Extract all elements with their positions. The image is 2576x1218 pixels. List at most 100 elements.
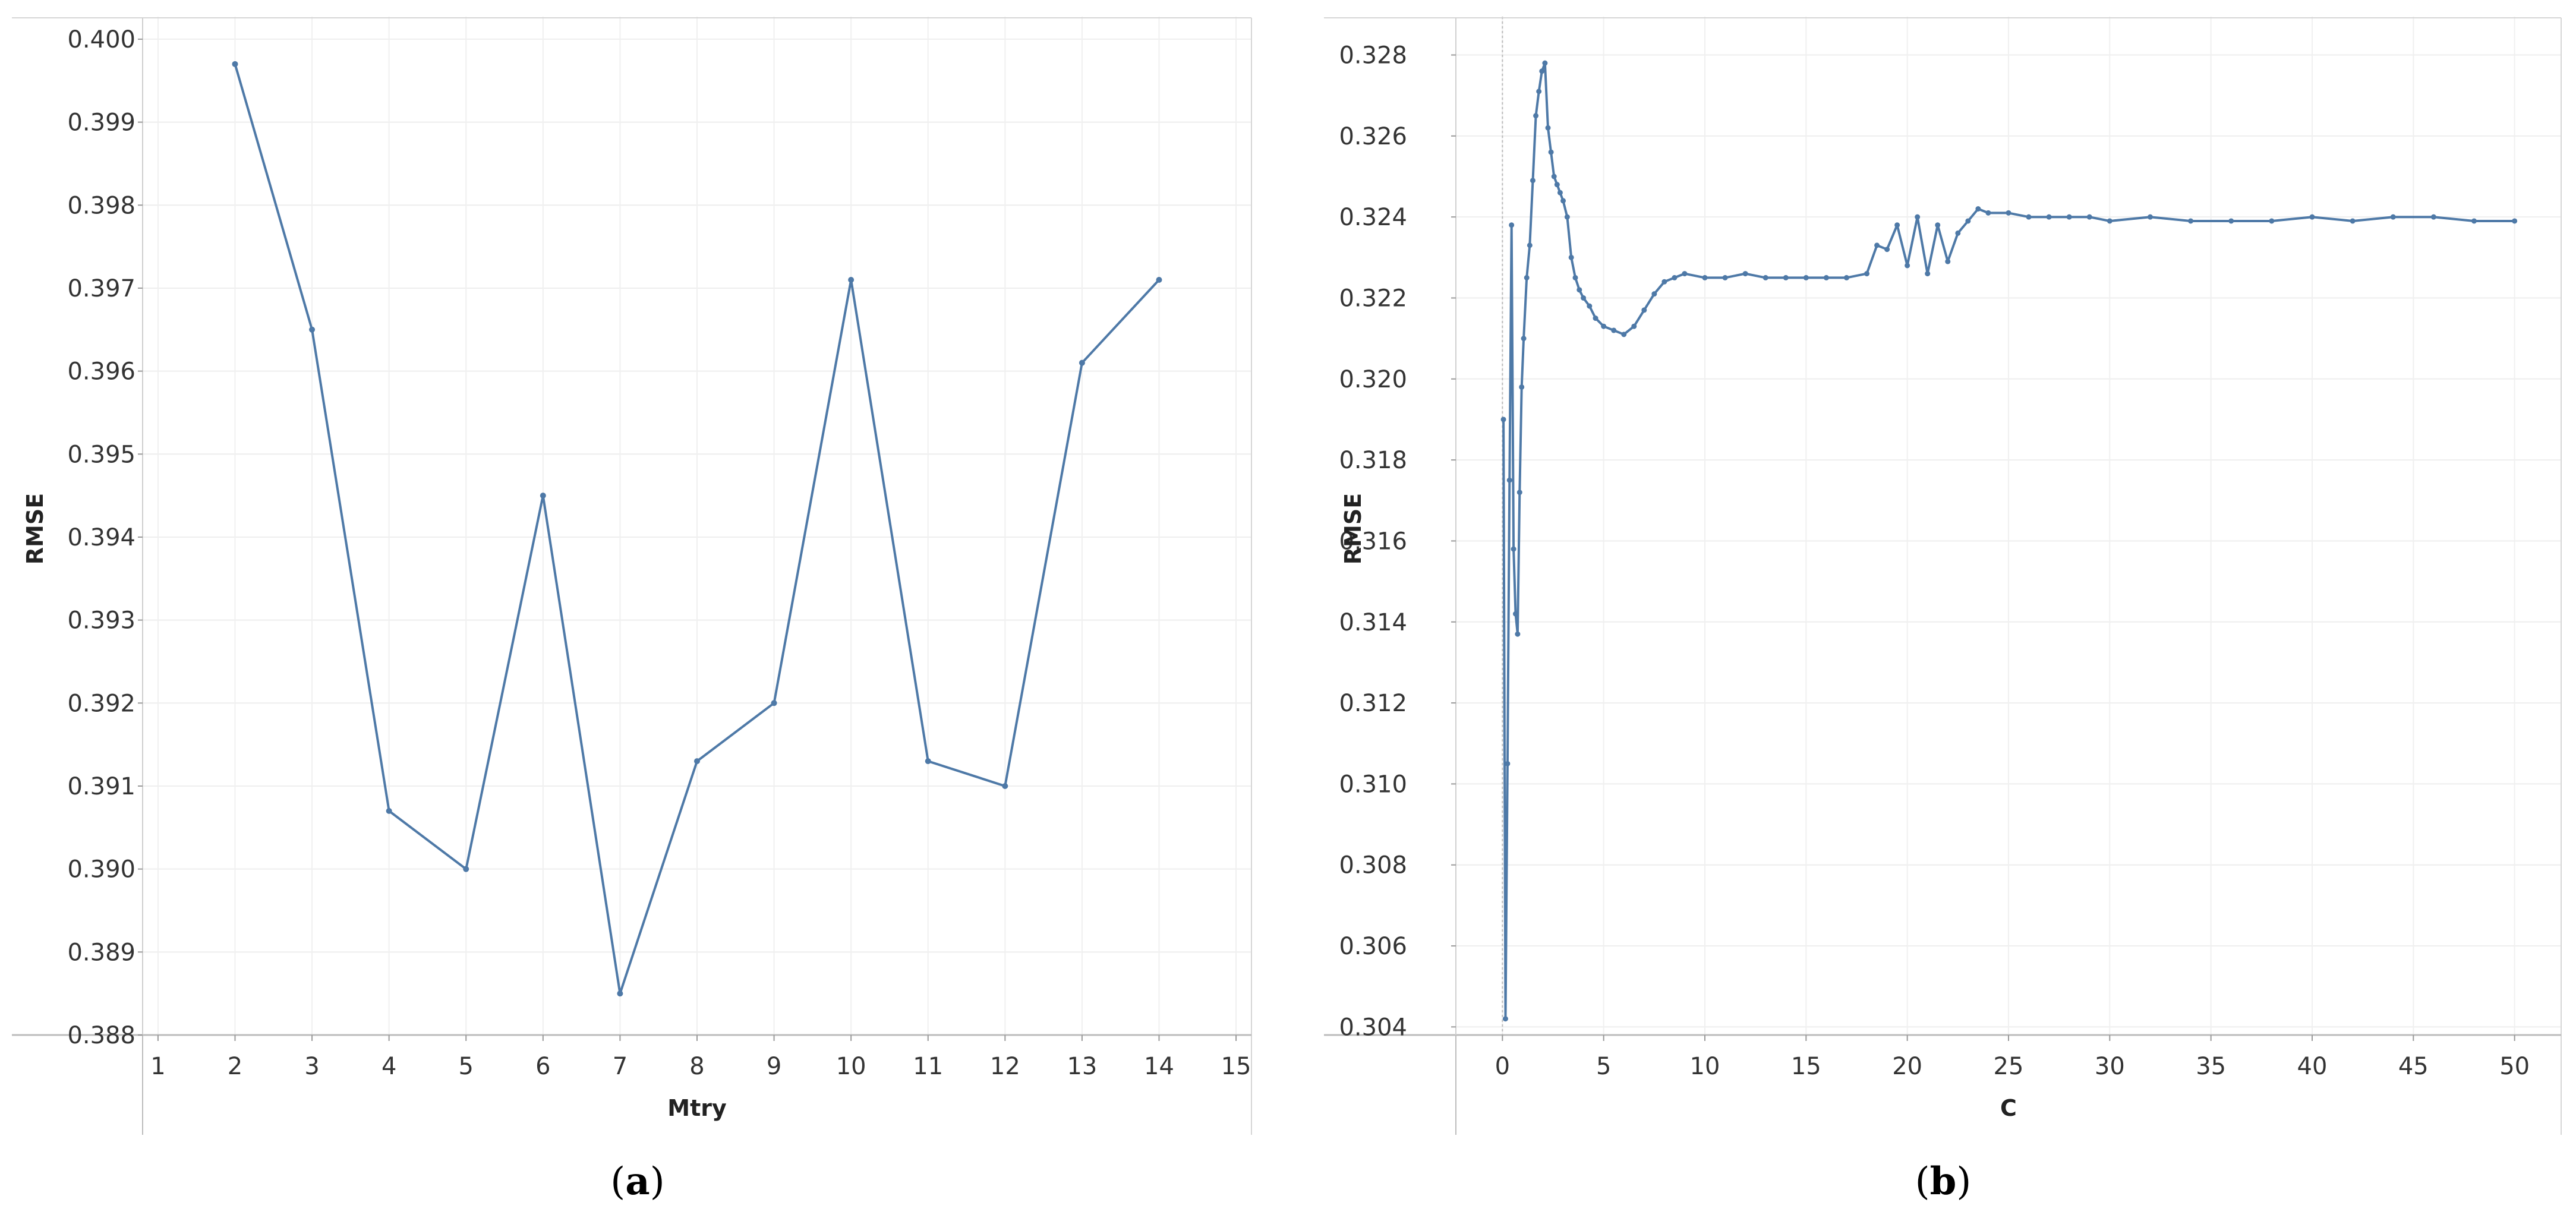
data-point <box>2471 218 2477 224</box>
data-point <box>2066 214 2072 220</box>
data-point <box>1905 263 1910 269</box>
data-point <box>848 276 855 283</box>
data-point <box>309 326 316 333</box>
data-point <box>1611 327 1617 333</box>
y-tick-label: 0.308 <box>1339 852 1407 879</box>
data-point <box>1682 271 1688 277</box>
subfigure-caption: (a) <box>610 1159 664 1204</box>
data-point <box>2107 218 2112 224</box>
data-point <box>386 807 392 814</box>
y-tick-label: 0.392 <box>67 690 135 717</box>
x-tick-label: 11 <box>913 1053 943 1080</box>
x-tick-label: 3 <box>304 1053 319 1080</box>
data-point <box>1539 68 1545 74</box>
data-point <box>1843 274 1849 280</box>
y-tick-label: 0.306 <box>1339 933 1407 960</box>
data-point <box>1722 274 1728 280</box>
data-point <box>463 866 469 872</box>
x-axis-label: C <box>2000 1095 2017 1121</box>
x-tick-label: 7 <box>613 1053 628 1080</box>
data-point <box>1568 254 1574 260</box>
data-point <box>1935 222 1941 228</box>
x-tick-label: 45 <box>2398 1053 2429 1080</box>
data-point <box>2350 218 2356 224</box>
y-tick-label: 0.391 <box>67 773 135 800</box>
x-tick-label: 12 <box>990 1053 1020 1080</box>
data-point <box>1762 274 1768 280</box>
data-point <box>1524 274 1530 280</box>
x-tick-label: 5 <box>1596 1053 1611 1080</box>
data-point <box>1506 477 1512 483</box>
x-tick-label: 15 <box>1791 1053 1821 1080</box>
y-tick-label: 0.397 <box>67 275 135 302</box>
data-point <box>1955 230 1961 236</box>
data-point <box>2269 218 2275 224</box>
data-point <box>617 990 623 997</box>
x-tick-label: 15 <box>1221 1053 1251 1080</box>
data-point <box>1512 611 1518 617</box>
data-point <box>1527 242 1533 248</box>
x-tick-label: 6 <box>535 1053 550 1080</box>
data-point <box>1783 274 1789 280</box>
data-point <box>2006 210 2011 216</box>
data-point <box>2147 214 2153 220</box>
data-point <box>1651 291 1657 297</box>
x-tick-label: 35 <box>2196 1053 2226 1080</box>
data-point <box>694 758 700 765</box>
x-tick-label: 13 <box>1067 1053 1097 1080</box>
y-tick-label: 0.388 <box>67 1022 135 1049</box>
data-point <box>1925 271 1931 277</box>
x-tick-label: 50 <box>2499 1053 2530 1080</box>
data-point <box>1587 303 1593 309</box>
data-point <box>1621 332 1627 337</box>
x-tick-label: 5 <box>459 1053 474 1080</box>
y-tick-label: 0.394 <box>67 524 135 551</box>
data-point <box>1864 271 1870 277</box>
x-axis-label: Mtry <box>667 1095 727 1121</box>
data-point <box>1965 218 1971 224</box>
data-point <box>2512 218 2518 224</box>
data-point <box>1509 222 1515 228</box>
data-point <box>1542 60 1548 66</box>
chart-b: 0.304 0.306 0.308 0.310 0.312 0.314 0.316 0.318… <box>1324 17 2562 1204</box>
y-tick-label: 0.316 <box>1339 528 1407 555</box>
y-tick-label: 0.389 <box>67 939 135 966</box>
x-tick-label: 40 <box>2297 1053 2328 1080</box>
data-point <box>1577 287 1582 293</box>
data-point <box>1823 274 1829 280</box>
x-tick-label: 10 <box>1690 1053 1720 1080</box>
data-point <box>1545 125 1551 131</box>
data-point <box>1530 178 1535 184</box>
y-tick-label: 0.399 <box>67 109 135 137</box>
data-point <box>2309 214 2315 220</box>
y-tick-label: 0.390 <box>67 856 135 883</box>
y-tick-label: 0.326 <box>1339 123 1407 150</box>
data-point <box>2026 214 2032 220</box>
subfigure-caption: (b) <box>1915 1159 1972 1204</box>
x-tick-label: 0 <box>1495 1053 1510 1080</box>
data-point <box>2228 218 2234 224</box>
data-point <box>540 493 546 499</box>
y-tick-label: 0.324 <box>1339 204 1407 231</box>
data-point <box>2430 214 2436 220</box>
y-tick-label: 0.314 <box>1339 609 1407 636</box>
data-point <box>1560 198 1566 204</box>
data-point <box>1554 182 1560 188</box>
data-point <box>1511 546 1516 552</box>
data-point <box>1661 279 1667 285</box>
data-point <box>1601 323 1607 329</box>
gridlines <box>143 17 1251 1036</box>
data-point <box>1641 307 1647 313</box>
x-tick-label: 8 <box>689 1053 704 1080</box>
x-tick-label: 14 <box>1144 1053 1174 1080</box>
y-tick-label: 0.398 <box>67 192 135 219</box>
data-point <box>1519 384 1525 390</box>
data-point <box>1581 295 1587 301</box>
data-point <box>1521 336 1527 342</box>
data-point <box>1002 782 1008 789</box>
data-point <box>1533 113 1539 119</box>
x-tick-label: 25 <box>1994 1053 2024 1080</box>
y-tick-label: 0.312 <box>1339 690 1407 717</box>
data-point <box>1593 315 1598 321</box>
x-tick-label: 1 <box>150 1053 165 1080</box>
